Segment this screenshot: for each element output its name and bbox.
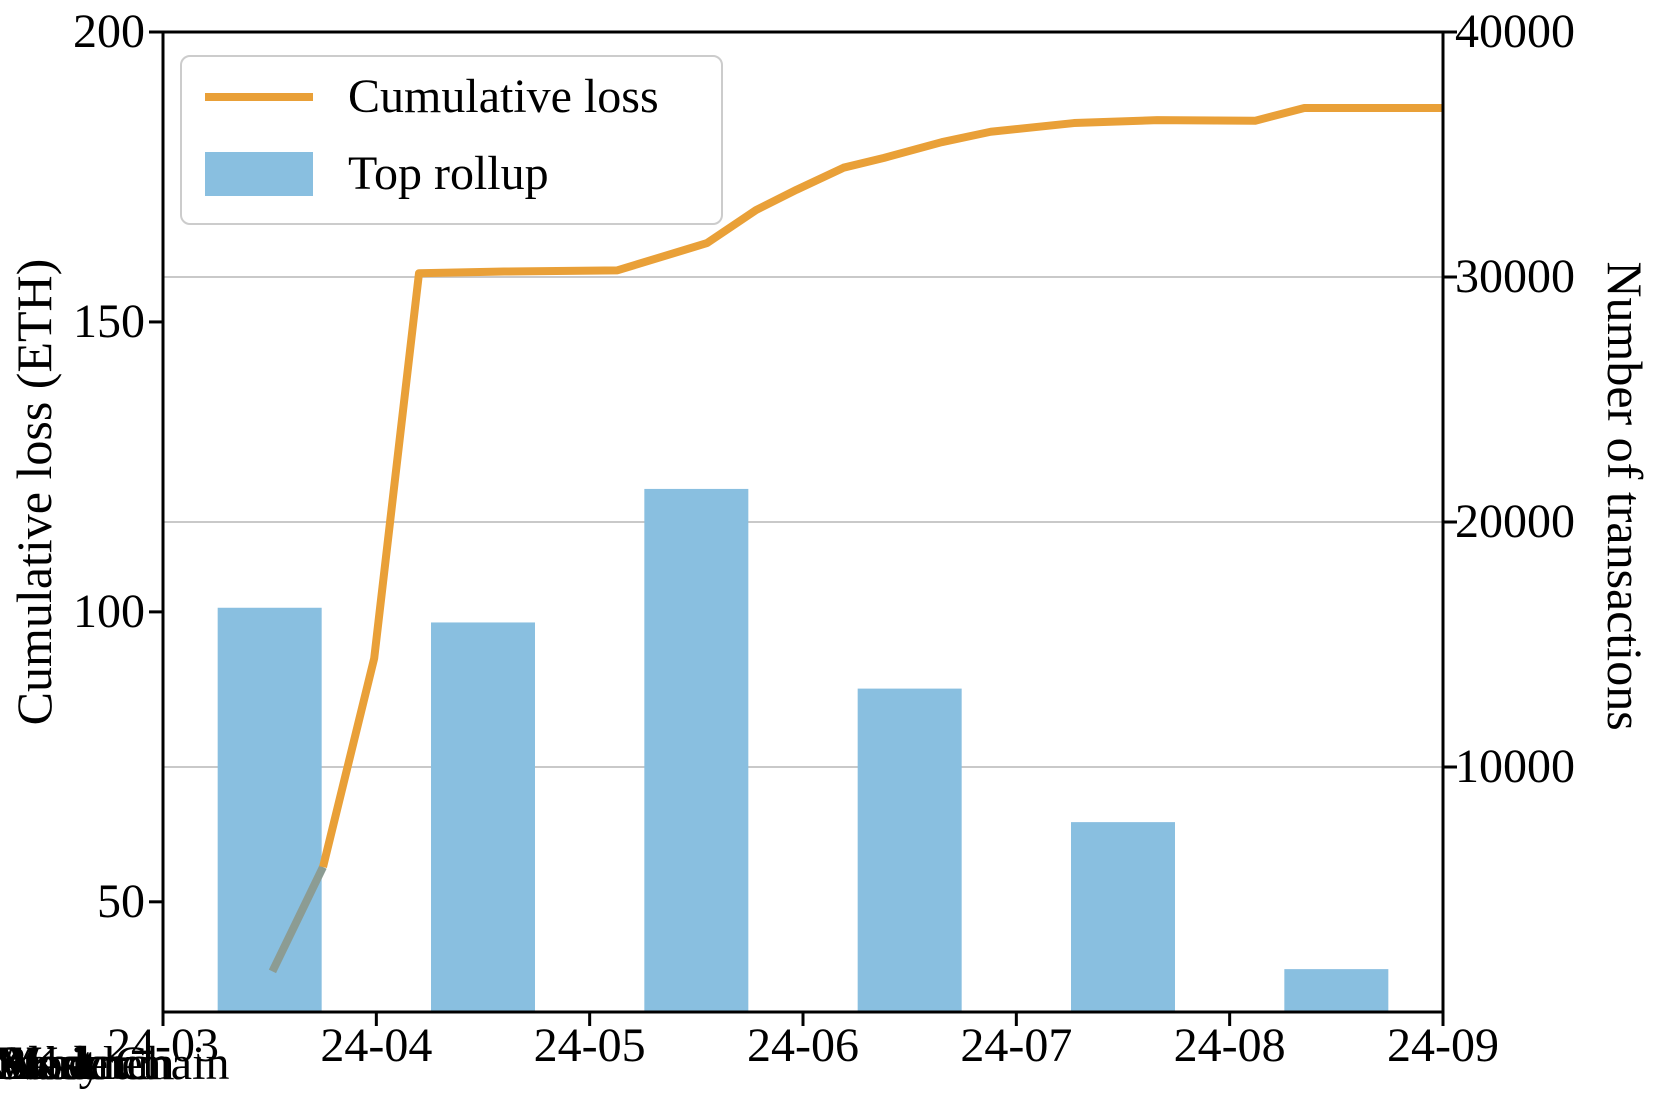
chain-name-label: Arbitrum: [0, 1037, 175, 1090]
chain-name-label: Blast: [0, 1037, 95, 1090]
top-rollup-bar: [1284, 969, 1389, 1012]
top-rollup-bar: [217, 607, 322, 1012]
right-axis-tick-label: 20000: [1455, 495, 1575, 548]
x-axis-tick-label: 24-07: [960, 1019, 1073, 1072]
chain-name-label: ZKsync: [0, 1037, 148, 1090]
left-axis-tick-label: 100: [73, 584, 145, 638]
left-axis-tick-label: 50: [97, 874, 145, 928]
left-axis-tick-label: 150: [73, 294, 145, 348]
top-rollup-bar: [857, 688, 962, 1012]
chain-name-label: Base: [0, 1037, 90, 1090]
overlapping-chain-labels: Starknet Arbitrum Base Blast Mode ZKsync World…: [0, 1038, 396, 1098]
right-axis-tick-label: 10000: [1455, 740, 1575, 793]
chain-name-label: Mode: [0, 1037, 108, 1090]
left-axis-title: Cumulative loss (ETH): [6, 258, 62, 726]
legend: Cumulative loss Top rollup: [180, 55, 723, 225]
right-axis-tick-label: 40000: [1455, 5, 1575, 58]
legend-label-cumulative-loss: Cumulative loss: [348, 70, 659, 123]
top-rollup-bar: [644, 488, 749, 1012]
x-axis-tick-label: 24-03: [107, 1019, 219, 1072]
x-axis-tick-label: 24-08: [1173, 1019, 1286, 1072]
chain-name-label: WorldChain: [0, 1037, 230, 1090]
right-axis-tick-label: 30000: [1455, 250, 1575, 303]
gray-line-segment: [268, 865, 327, 974]
x-axis-tick-label: 24-05: [533, 1019, 646, 1072]
cumulative-loss-line: [319, 103, 1443, 868]
top-rollup-bar: [1071, 822, 1175, 1012]
chain-name-label: Starknet: [0, 1037, 156, 1090]
legend-label-top-rollup: Top rollup: [348, 147, 549, 200]
x-axis-tick-label: 24-06: [747, 1019, 859, 1072]
left-axis-tick-label: 200: [73, 5, 145, 58]
x-axis-tick-label: 24-09: [1387, 1019, 1499, 1072]
right-axis-title: Number of transactions: [1597, 261, 1653, 731]
top-rollup-bar: [431, 622, 535, 1012]
top-rollup-bar-swatch: [205, 152, 313, 196]
x-axis-tick-label: 24-04: [320, 1019, 433, 1072]
cumulative-loss-line-swatch: [205, 93, 313, 101]
